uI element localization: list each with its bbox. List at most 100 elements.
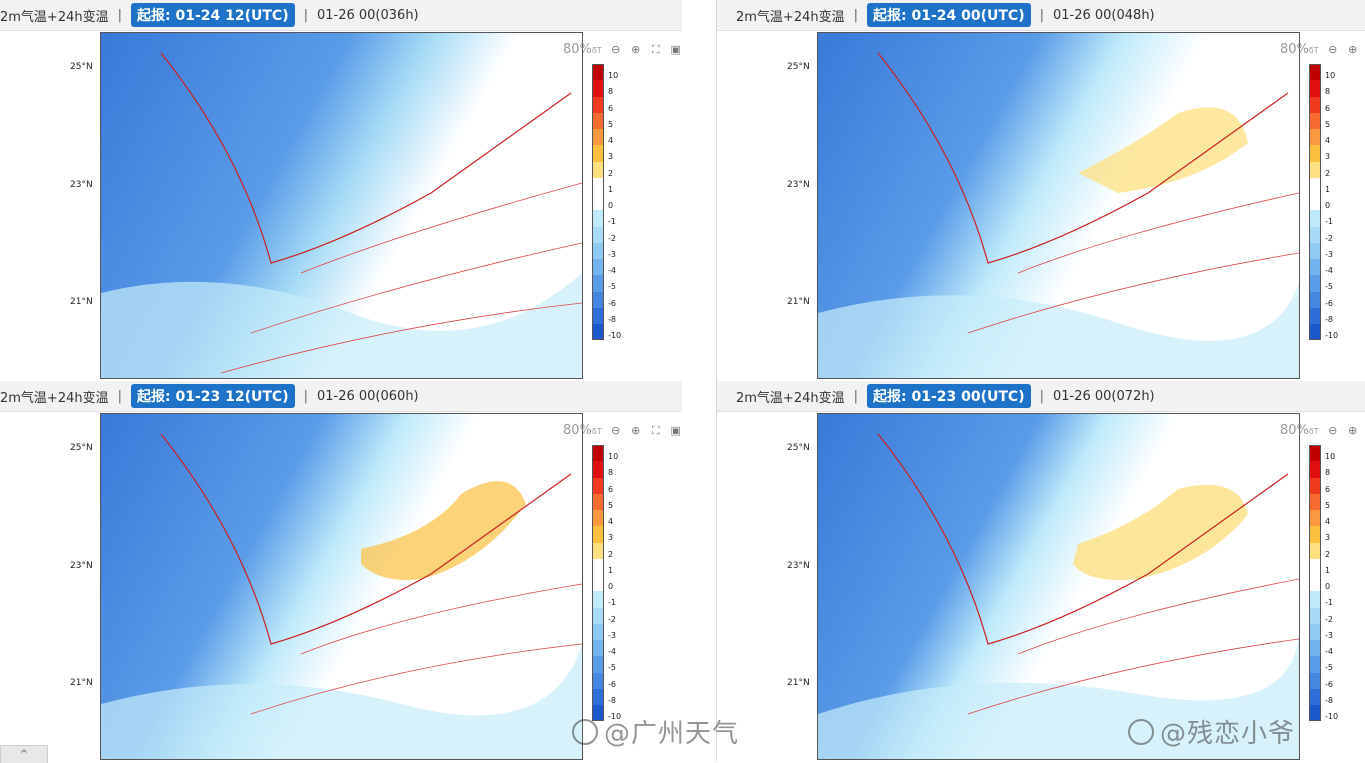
watermark: @残恋小爷 <box>1128 713 1295 750</box>
init-time-badge[interactable]: 起报: 01-24 12(UTC) <box>131 3 295 27</box>
screenshot-icon[interactable]: ▣ <box>670 42 681 56</box>
colorbar-swatch <box>592 542 604 559</box>
lat-label: 21°N <box>70 297 93 307</box>
colorbar-label: -4 <box>1325 266 1333 275</box>
colorbar-swatch <box>592 445 604 462</box>
zoom-out-icon[interactable]: ⊖ <box>611 42 621 56</box>
colorbar-label: 8 <box>608 87 614 97</box>
colorbar-label: -2 <box>608 614 616 624</box>
colorbar-swatch <box>1309 210 1321 227</box>
colorbar-swatch <box>1309 461 1321 478</box>
colorbar-label: -2 <box>608 233 616 243</box>
colorbar-label: -3 <box>1325 630 1333 640</box>
colorbar-label: 4 <box>608 517 614 526</box>
lat-label: 25°N <box>787 443 810 453</box>
colorbar-label: -5 <box>608 282 616 292</box>
lat-label: 25°N <box>70 443 93 453</box>
panel-header: 2m气温+24h变温 | 起报: 01-23 00(UTC) | 01-26 0… <box>717 381 1365 412</box>
colorbar-swatch <box>1309 672 1321 689</box>
zoom-level: 80%δT <box>563 423 602 438</box>
colorbar-swatch <box>592 591 604 608</box>
fullscreen-icon[interactable]: ⛶ <box>651 42 660 56</box>
zoom-out-icon[interactable]: ⊖ <box>1328 42 1338 56</box>
colorbar-swatch <box>1309 64 1321 81</box>
panel-header: 2m气温+24h变温 | 起报: 01-24 12(UTC) | 01-26 0… <box>0 0 682 31</box>
colorbar-swatch <box>1309 510 1321 527</box>
weibo-icon <box>1128 719 1154 745</box>
colorbar-swatch <box>1309 640 1321 657</box>
colorbar-label: -4 <box>608 266 616 275</box>
zoom-in-icon[interactable]: ⊕ <box>1348 423 1358 437</box>
colorbar-label: 3 <box>608 152 614 162</box>
colorbar-swatch <box>1309 242 1321 259</box>
header-separator: | <box>1039 388 1044 404</box>
colorbar-swatch <box>1309 526 1321 543</box>
colorbar-label: -2 <box>1325 614 1333 624</box>
zoom-out-icon[interactable]: ⊖ <box>611 423 621 437</box>
zoom-in-icon[interactable]: ⊕ <box>631 423 641 437</box>
lat-label: 23°N <box>70 180 93 190</box>
watermark: @广州天气 <box>572 713 739 750</box>
panel-title: 2m气温+24h变温 <box>0 390 109 406</box>
colorbar-swatch <box>592 242 604 259</box>
zoom-in-icon[interactable]: ⊕ <box>631 42 641 56</box>
screenshot-icon[interactable]: ▣ <box>670 423 681 437</box>
temperature-map[interactable] <box>100 413 583 760</box>
scroll-up-button[interactable]: ^ <box>0 745 48 763</box>
colorbar-label: 2 <box>1325 549 1331 559</box>
init-time-badge[interactable]: 起报: 01-23 12(UTC) <box>131 384 295 408</box>
lat-label: 23°N <box>787 180 810 190</box>
lat-label: 23°N <box>70 561 93 571</box>
colorbar-swatch <box>592 210 604 227</box>
colorbar-label: -10 <box>608 712 622 721</box>
colorbar-label: 5 <box>608 500 614 510</box>
colorbar-label: -5 <box>1325 663 1333 673</box>
colorbar-swatch <box>1309 194 1321 211</box>
zoom-out-icon[interactable]: ⊖ <box>1328 423 1338 437</box>
lat-label: 21°N <box>787 678 810 688</box>
colorbar-swatch <box>592 510 604 527</box>
colorbar-swatch <box>1309 493 1321 510</box>
init-time-badge[interactable]: 起报: 01-24 00(UTC) <box>867 3 1031 27</box>
colorbar-swatch <box>592 493 604 510</box>
lat-label: 25°N <box>70 62 93 72</box>
colorbar-swatch <box>592 558 604 575</box>
colorbar-label: -5 <box>608 663 616 673</box>
colorbar-swatch <box>592 688 604 705</box>
colorbar-swatch <box>1309 226 1321 243</box>
colorbar-label: 10 <box>1325 452 1336 461</box>
weibo-icon <box>572 719 598 745</box>
init-time-badge[interactable]: 起报: 01-23 00(UTC) <box>867 384 1031 408</box>
fullscreen-icon[interactable]: ⛶ <box>651 423 660 437</box>
colorbar-label: -3 <box>608 630 616 640</box>
panel-title: 2m气温+24h变温 <box>736 390 845 406</box>
colorbar <box>592 64 604 341</box>
colorbar-swatch <box>592 461 604 478</box>
colorbar-label: 4 <box>608 136 614 145</box>
colorbar-label: 3 <box>608 533 614 543</box>
colorbar-swatch <box>592 80 604 97</box>
colorbar <box>592 445 604 722</box>
panel-header: 2m气温+24h变温 | 起报: 01-23 12(UTC) | 01-26 0… <box>0 381 682 412</box>
map-toolbar: 80%δT ⊖ ⊕ ⛶ ▣ <box>563 423 682 438</box>
map-toolbar: 80%δT ⊖ ⊕ ⛶ ▣ <box>563 42 682 57</box>
colorbar-label: -3 <box>608 249 616 259</box>
colorbar-swatch <box>1309 542 1321 559</box>
zoom-in-icon[interactable]: ⊕ <box>1348 42 1358 56</box>
colorbar-swatch <box>592 161 604 178</box>
temperature-map[interactable] <box>100 32 583 379</box>
colorbar-label: 6 <box>1325 103 1331 113</box>
temperature-map[interactable] <box>817 32 1300 379</box>
colorbar-label: -10 <box>1325 331 1339 340</box>
colorbar-label: -4 <box>608 647 616 656</box>
forecast-panel-060h: 2m气温+24h变温 | 起报: 01-23 12(UTC) | 01-26 0… <box>0 381 682 762</box>
header-separator: | <box>117 7 122 23</box>
header-separator: | <box>853 7 858 23</box>
colorbar-label: 5 <box>1325 500 1331 510</box>
colorbar-label: 4 <box>1325 136 1331 145</box>
colorbar-swatch <box>592 194 604 211</box>
colorbar-label: 3 <box>1325 152 1331 162</box>
colorbar-label: 10 <box>608 452 619 461</box>
temperature-map[interactable] <box>817 413 1300 760</box>
header-separator: | <box>117 388 122 404</box>
